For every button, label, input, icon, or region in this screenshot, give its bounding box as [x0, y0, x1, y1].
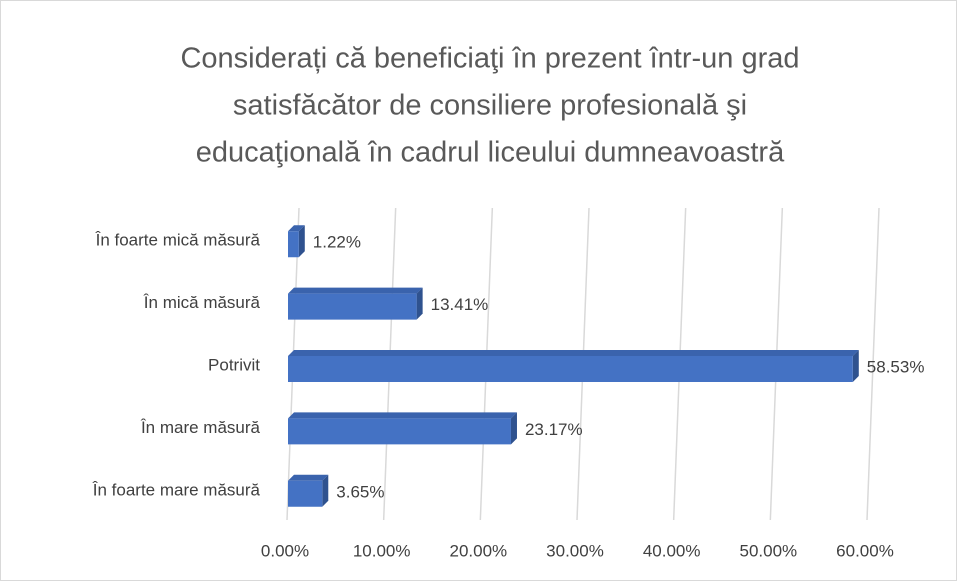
x-tick-label: 40.00% [643, 541, 701, 560]
chart-title: educaţională în cadrul liceului dumneavo… [196, 137, 785, 169]
bar-side [298, 225, 305, 258]
bar [288, 412, 517, 445]
x-tick-label: 30.00% [546, 541, 604, 560]
bar-top [288, 350, 859, 356]
x-tick-label: 50.00% [739, 541, 797, 560]
bar [288, 350, 859, 382]
x-tick-label: 20.00% [449, 541, 507, 560]
chart-title: Considerați că beneficiaţi în prezent în… [180, 43, 799, 75]
y-tick-label: În foarte mare măsură [92, 480, 261, 499]
bar-front [288, 418, 511, 445]
bar [288, 474, 329, 507]
x-tick-label: 10.00% [353, 541, 411, 560]
bar [288, 287, 423, 320]
data-label: 23.17% [525, 420, 583, 439]
data-label: 58.53% [867, 357, 925, 376]
y-tick-label: În mare măsură [140, 418, 261, 437]
data-label: 13.41% [431, 295, 489, 314]
x-tick-label: 60.00% [836, 541, 894, 560]
bar-top [288, 287, 423, 294]
grid-line [866, 207, 880, 521]
bar-front [288, 480, 323, 507]
bar [288, 225, 305, 258]
bar-top [288, 474, 329, 481]
data-label: 1.22% [313, 233, 361, 252]
data-label: 3.65% [336, 482, 384, 501]
x-tick-label: 0.00% [261, 541, 309, 560]
bar-side [852, 350, 859, 382]
bar-side [510, 412, 517, 445]
bar-side [416, 287, 423, 320]
chart-title: satisfăcător de consiliere profesională … [233, 90, 747, 122]
bar-top [288, 225, 305, 232]
y-tick-label: Potrivit [208, 355, 260, 374]
bar-front [288, 356, 853, 382]
bar-side [322, 474, 329, 507]
bar-front [288, 231, 299, 258]
y-tick-label: În mică măsură [143, 293, 261, 312]
y-tick-label: În foarte mică măsură [95, 231, 261, 250]
bar-top [288, 412, 517, 419]
bar-front [288, 293, 417, 320]
